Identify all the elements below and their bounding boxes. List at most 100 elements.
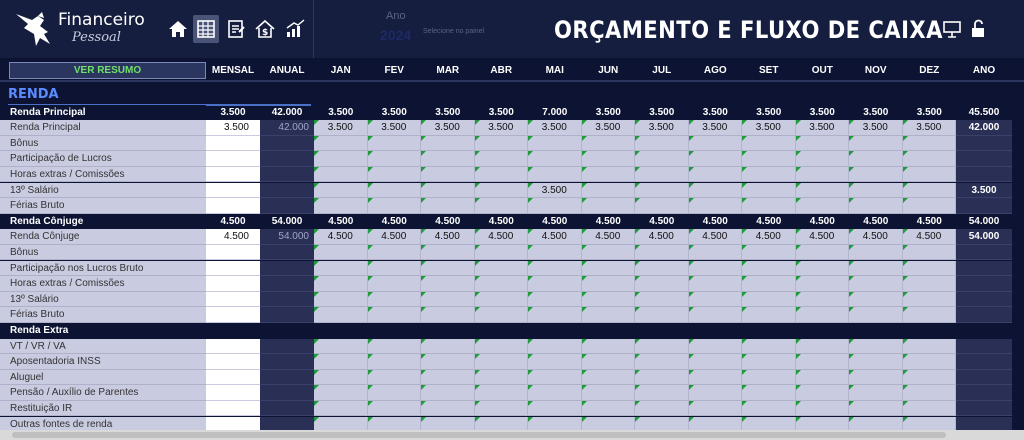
month-cell[interactable]: 3.500 <box>528 182 582 199</box>
month-cell[interactable] <box>528 198 582 214</box>
month-cell[interactable] <box>367 338 421 355</box>
month-cell[interactable] <box>688 182 742 199</box>
month-cell[interactable] <box>367 166 421 183</box>
month-cell[interactable] <box>581 244 635 261</box>
month-cell[interactable] <box>795 260 849 277</box>
mensal-cell[interactable]: 4.500 <box>206 229 260 245</box>
month-cell[interactable] <box>581 151 635 167</box>
month-cell[interactable] <box>795 276 849 292</box>
mensal-cell[interactable] <box>206 400 260 417</box>
month-cell[interactable] <box>635 260 689 277</box>
month-cell[interactable] <box>474 151 528 167</box>
month-cell[interactable] <box>528 385 582 401</box>
month-cell[interactable]: 4.500 <box>688 229 742 245</box>
notes-icon[interactable] <box>223 15 249 43</box>
month-cell[interactable] <box>421 369 475 386</box>
month-cell[interactable] <box>474 244 528 261</box>
month-cell[interactable] <box>421 354 475 370</box>
month-cell[interactable] <box>742 244 796 261</box>
month-cell[interactable] <box>849 338 903 355</box>
month-cell[interactable] <box>795 307 849 323</box>
month-cell[interactable] <box>688 151 742 167</box>
month-cell[interactable] <box>314 151 368 167</box>
month-cell[interactable] <box>742 198 796 214</box>
month-cell[interactable] <box>581 182 635 199</box>
month-cell[interactable]: 4.500 <box>635 229 689 245</box>
month-cell[interactable] <box>474 182 528 199</box>
month-cell[interactable] <box>367 151 421 167</box>
month-cell[interactable] <box>581 276 635 292</box>
month-cell[interactable] <box>367 354 421 370</box>
month-cell[interactable] <box>314 182 368 199</box>
month-cell[interactable]: 4.500 <box>795 229 849 245</box>
month-cell[interactable] <box>742 276 796 292</box>
month-cell[interactable] <box>314 338 368 355</box>
mensal-cell[interactable]: 3.500 <box>206 120 260 136</box>
month-cell[interactable] <box>367 291 421 308</box>
chart-growth-icon[interactable] <box>282 15 308 43</box>
month-cell[interactable] <box>635 369 689 386</box>
month-cell[interactable] <box>635 276 689 292</box>
month-cell[interactable]: 4.500 <box>581 229 635 245</box>
month-cell[interactable] <box>902 291 956 308</box>
month-cell[interactable] <box>367 369 421 386</box>
month-cell[interactable] <box>902 198 956 214</box>
month-cell[interactable] <box>635 244 689 261</box>
month-cell[interactable] <box>795 135 849 152</box>
month-cell[interactable]: 3.500 <box>902 120 956 136</box>
month-cell[interactable] <box>795 198 849 214</box>
month-cell[interactable] <box>367 276 421 292</box>
month-cell[interactable] <box>421 198 475 214</box>
month-cell[interactable] <box>849 182 903 199</box>
month-cell[interactable] <box>742 182 796 199</box>
month-cell[interactable] <box>367 307 421 323</box>
mensal-cell[interactable] <box>206 182 260 199</box>
month-cell[interactable] <box>314 135 368 152</box>
month-cell[interactable]: 3.500 <box>635 120 689 136</box>
month-cell[interactable] <box>421 135 475 152</box>
month-cell[interactable] <box>795 369 849 386</box>
month-cell[interactable] <box>902 338 956 355</box>
month-cell[interactable] <box>688 135 742 152</box>
month-cell[interactable] <box>421 276 475 292</box>
mensal-cell[interactable] <box>206 307 260 323</box>
month-cell[interactable] <box>635 182 689 199</box>
month-cell[interactable] <box>849 354 903 370</box>
month-cell[interactable] <box>421 338 475 355</box>
year-value[interactable]: 2024 <box>380 27 412 43</box>
month-cell[interactable] <box>421 182 475 199</box>
month-cell[interactable] <box>688 276 742 292</box>
month-cell[interactable] <box>902 276 956 292</box>
month-cell[interactable] <box>688 400 742 417</box>
month-cell[interactable]: 3.500 <box>421 120 475 136</box>
month-cell[interactable] <box>849 198 903 214</box>
month-cell[interactable] <box>742 354 796 370</box>
month-cell[interactable] <box>688 166 742 183</box>
money-house-icon[interactable]: $ <box>252 15 278 43</box>
month-cell[interactable] <box>635 151 689 167</box>
month-cell[interactable] <box>367 260 421 277</box>
month-cell[interactable] <box>528 166 582 183</box>
month-cell[interactable] <box>474 307 528 323</box>
month-cell[interactable] <box>314 385 368 401</box>
month-cell[interactable] <box>795 166 849 183</box>
month-cell[interactable] <box>902 400 956 417</box>
month-cell[interactable] <box>688 385 742 401</box>
month-cell[interactable] <box>581 385 635 401</box>
mensal-cell[interactable] <box>206 338 260 355</box>
mensal-cell[interactable] <box>206 135 260 152</box>
month-cell[interactable]: 3.500 <box>688 120 742 136</box>
month-cell[interactable] <box>581 338 635 355</box>
month-cell[interactable] <box>581 291 635 308</box>
month-cell[interactable] <box>528 151 582 167</box>
month-cell[interactable] <box>581 400 635 417</box>
month-cell[interactable]: 4.500 <box>742 229 796 245</box>
month-cell[interactable] <box>742 369 796 386</box>
month-cell[interactable] <box>902 307 956 323</box>
month-cell[interactable] <box>367 135 421 152</box>
month-cell[interactable] <box>474 135 528 152</box>
month-cell[interactable] <box>367 385 421 401</box>
mensal-cell[interactable] <box>206 151 260 167</box>
month-cell[interactable] <box>635 400 689 417</box>
unlock-icon[interactable] <box>967 18 989 40</box>
